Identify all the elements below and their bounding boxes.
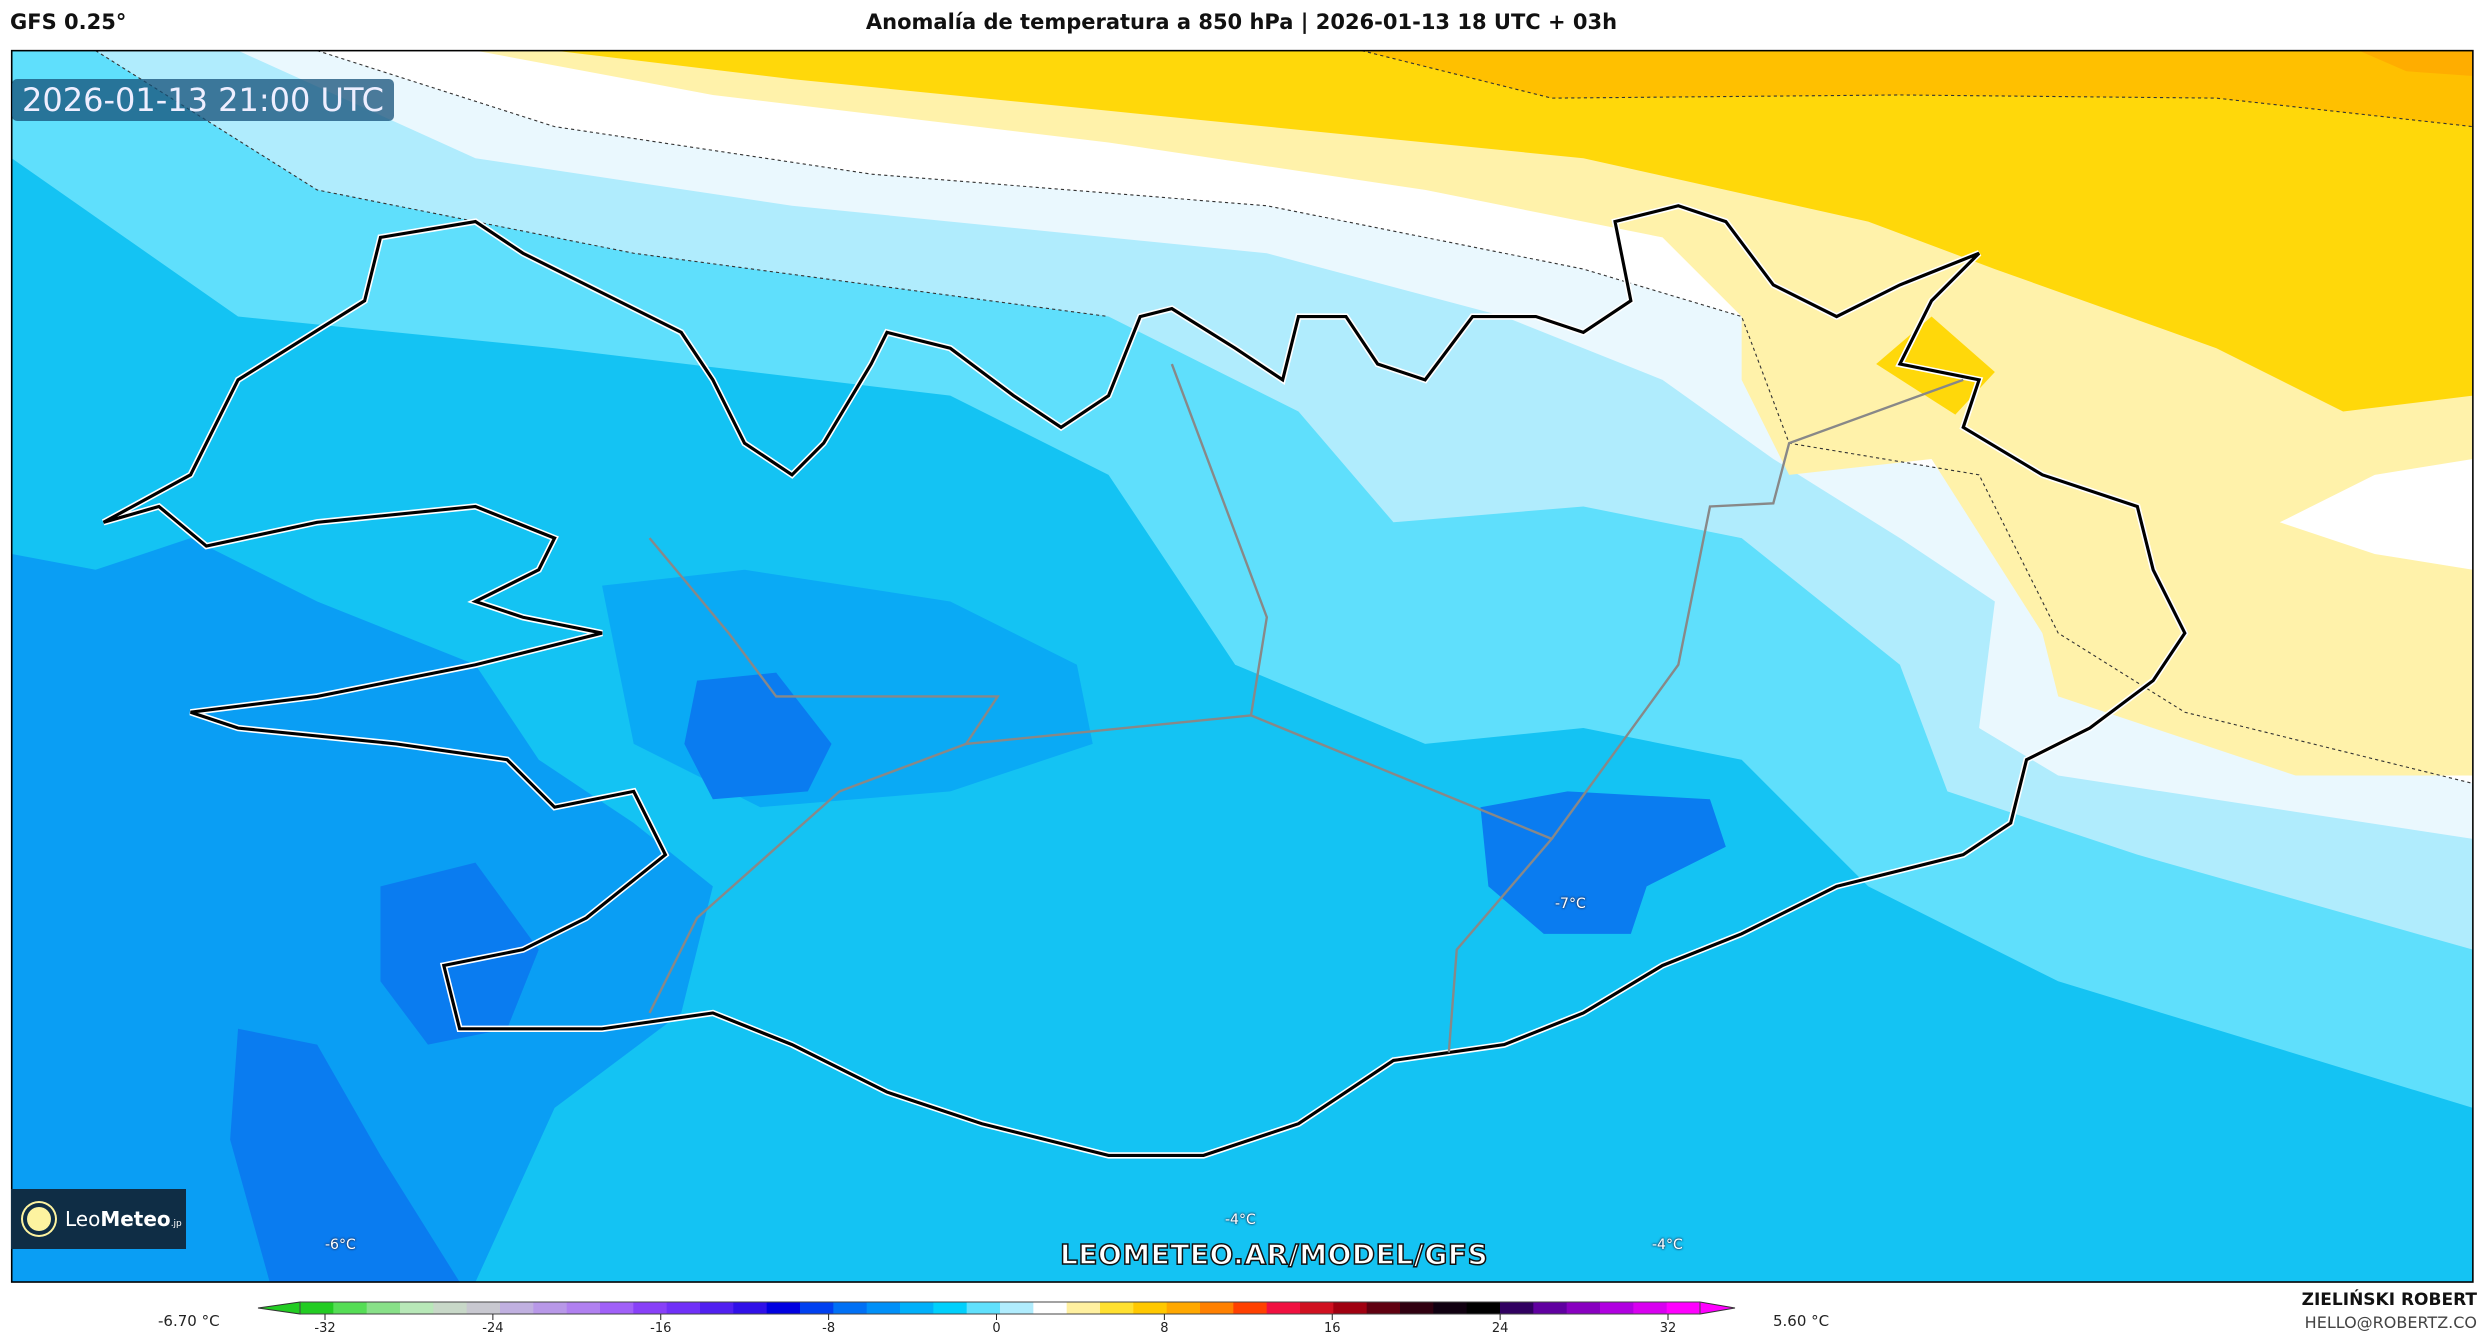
author-email: HELLO@ROBERTZ.CO [2304, 1313, 2477, 1332]
contour-label: -4°C [1652, 1237, 1683, 1253]
colorbar-min-value: -6.70 °C [158, 1312, 220, 1330]
contour-label: -7°C [1555, 896, 1586, 912]
field-darkest-3 [684, 672, 832, 800]
field-yellow [554, 50, 2473, 412]
field-dark-orange [2358, 50, 2473, 76]
colorbar-swatch [1666, 1302, 1701, 1314]
colorbar-swatch [733, 1302, 768, 1314]
field-darkest-1 [380, 862, 539, 1045]
colorbar-swatch [1300, 1302, 1334, 1314]
sun-icon [27, 1207, 51, 1231]
colorbar-swatch [1233, 1302, 1268, 1314]
colorbar-tick-label: -32 [314, 1321, 336, 1336]
colorbar-swatch [333, 1302, 368, 1314]
colorbar-swatch [1533, 1302, 1568, 1314]
colorbar-tick-label: -16 [650, 1321, 672, 1336]
colorbar-swatch [766, 1302, 801, 1314]
colorbar-swatch [633, 1302, 668, 1314]
valid-time-badge: 2026-01-13 21:00 UTC [12, 79, 394, 121]
colorbar-swatch [966, 1302, 1001, 1314]
colorbar-swatch [900, 1302, 934, 1314]
colorbar-swatch [600, 1302, 634, 1314]
colorbar-swatch [1000, 1302, 1034, 1314]
field-yellow-patch [1876, 316, 1995, 415]
logo-text: LeoMeteo.jp [65, 1207, 182, 1231]
colorbar-swatch [666, 1302, 701, 1314]
colorbar-swatch [1566, 1302, 1601, 1314]
colorbar-swatch [1266, 1302, 1301, 1314]
colorbar-swatch [833, 1302, 868, 1314]
colorbar-swatch [700, 1302, 734, 1314]
colorbar-swatch [433, 1302, 468, 1314]
field-dark-blue [11, 538, 713, 1283]
field-white-patch [2279, 458, 2473, 570]
colorbar-border [299, 1301, 1701, 1315]
colorbar-swatch [1100, 1302, 1134, 1314]
colorbar-max-value: 5.60 °C [1773, 1312, 1830, 1330]
colorbar-swatch [533, 1302, 568, 1314]
colorbar-tick-label: -8 [822, 1321, 836, 1336]
colorbar-swatch [1033, 1302, 1068, 1314]
colorbar-tick-label: 32 [1659, 1321, 1677, 1336]
model-label: GFS 0.25° [10, 10, 127, 34]
colorbar-swatch [1133, 1302, 1168, 1314]
colorbar-swatch [1366, 1302, 1401, 1314]
colorbar-tick-label: 24 [1491, 1321, 1509, 1336]
colorbar-swatch [366, 1302, 401, 1314]
colorbar-tick-label: 16 [1323, 1321, 1341, 1336]
colorbar-swatch [1433, 1302, 1468, 1314]
colorbar-swatch [800, 1302, 834, 1314]
author-name: ZIELIŃSKI ROBERT [2301, 1290, 2477, 1310]
leometeo-logo[interactable]: LeoMeteo.jp [11, 1189, 186, 1249]
colorbar-tick-label: 0 [992, 1321, 1001, 1336]
colorbar-swatch [1400, 1302, 1434, 1314]
colorbar-swatch [1466, 1302, 1501, 1314]
field-orange [1361, 50, 2473, 127]
colorbar-swatch [1633, 1302, 1668, 1314]
field-darkest-2 [230, 1028, 460, 1283]
region-borders [648, 363, 1964, 1053]
colorbar-swatch [1166, 1302, 1201, 1314]
iceland-coastline-inner [102, 204, 2187, 1157]
colorbar-extend-min [257, 1301, 301, 1315]
colorbar-extend-max [1699, 1301, 1736, 1315]
contour-label: -6°C [325, 1237, 356, 1253]
colorbar-swatch [1500, 1302, 1534, 1314]
colorbar-swatch [500, 1302, 534, 1314]
colorbar-swatch [300, 1302, 334, 1314]
zero-isolines [95, 50, 2473, 784]
watermark: LEOMETEO.AR/MODEL/GFS [1059, 1237, 1489, 1272]
colorbar-swatch [933, 1302, 968, 1314]
colorbar-tick-label: 8 [1160, 1321, 1169, 1336]
colorbar-swatch [566, 1302, 601, 1314]
colorbar-tick-label: -24 [482, 1321, 504, 1336]
colorbar-swatch [1600, 1302, 1634, 1314]
colorbar-swatch [866, 1302, 901, 1314]
colorbar-swatch [1200, 1302, 1234, 1314]
colorbar-swatch [1066, 1302, 1101, 1314]
field-darkest-4 [1480, 791, 1726, 934]
colorbar-swatch [1333, 1302, 1368, 1314]
map-frame [10, 49, 2474, 1283]
chart-title: Anomalía de temperatura a 850 hPa | 2026… [865, 10, 1618, 34]
colorbar-swatch [466, 1302, 501, 1314]
colorbar-swatch [400, 1302, 434, 1314]
contour-label: -4°C [1225, 1212, 1256, 1228]
